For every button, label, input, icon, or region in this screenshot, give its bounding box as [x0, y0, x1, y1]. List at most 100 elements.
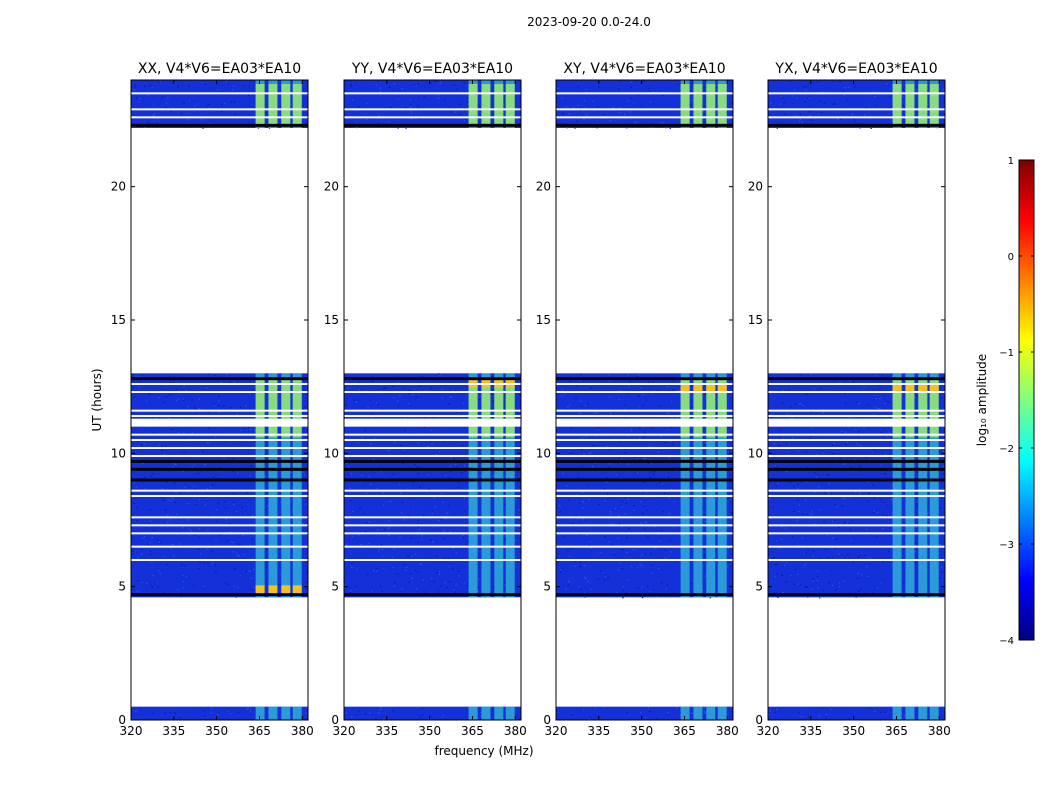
flag-line-white — [768, 524, 945, 527]
flag-line-white — [768, 391, 945, 393]
y-tick-label: 10 — [536, 446, 551, 460]
x-tick-label: 380 — [928, 724, 951, 738]
colorbar-tick-label: −1 — [999, 348, 1014, 359]
flag-line-black — [768, 377, 945, 381]
flag-line-black — [131, 467, 308, 471]
colorbar: 1 0 −1 −2 −3 −4 — [999, 156, 1035, 647]
y-tick-label: 5 — [543, 580, 551, 594]
rfi-channel — [292, 373, 302, 598]
flag-line-white — [344, 495, 521, 497]
flag-line-black — [556, 467, 733, 471]
flag-line-white — [131, 409, 308, 412]
flag-line-white — [131, 516, 308, 519]
x-tick-label: 320 — [333, 724, 356, 738]
flag-line-black — [344, 593, 521, 597]
flag-line-white — [768, 532, 945, 535]
flag-band-white — [344, 418, 521, 427]
panel-title: XX, V4*V6=EA03*EA10 — [138, 61, 301, 77]
colorbar-tick-label: 1 — [1008, 156, 1014, 167]
flag-line-white — [768, 495, 945, 497]
rfi-peak — [892, 385, 902, 394]
rfi-peak — [717, 385, 727, 394]
rfi-channel — [292, 706, 302, 720]
rfi-peak — [268, 585, 278, 594]
flag-line-white — [768, 489, 945, 492]
flag-band-white — [131, 418, 308, 427]
x-tick-label: 350 — [418, 724, 441, 738]
rfi-channel — [281, 373, 291, 598]
x-tick-label: 380 — [291, 724, 314, 738]
rfi-channel — [468, 373, 478, 598]
rfi-burst — [268, 84, 278, 126]
rfi-burst — [929, 377, 939, 438]
flag-line-white — [344, 415, 521, 417]
flag-line-white — [344, 108, 521, 111]
flag-line-black — [556, 123, 733, 127]
rfi-channel — [481, 373, 491, 598]
rfi-burst — [481, 377, 491, 438]
flag-line-black — [344, 478, 521, 482]
rfi-channel — [929, 706, 939, 720]
flag-line-white — [768, 415, 945, 417]
rfi-burst — [918, 84, 928, 126]
flag-line-white — [556, 559, 733, 561]
rfi-channel — [481, 706, 491, 720]
y-tick-label: 0 — [543, 713, 551, 727]
flag-line-white — [344, 391, 521, 393]
colorbar-gradient — [1018, 159, 1035, 641]
panel-title: XY, V4*V6=EA03*EA10 — [563, 61, 725, 77]
rfi-channel — [255, 373, 265, 598]
flag-line-white — [556, 116, 733, 119]
flag-line-white — [556, 447, 733, 449]
flag-line-white — [768, 447, 945, 449]
y-axis-label: UT (hours) — [90, 368, 104, 431]
x-tick-label: 320 — [120, 724, 143, 738]
flag-line-white — [344, 455, 521, 457]
flag-line-black — [768, 593, 945, 597]
flag-line-white — [131, 391, 308, 393]
figure-title: 2023-09-20 0.0-24.0 — [527, 15, 651, 29]
flag-line-white — [556, 92, 733, 95]
flag-line-white — [768, 409, 945, 412]
flag-line-white — [768, 439, 945, 441]
rfi-burst — [717, 377, 727, 438]
rfi-channel — [268, 706, 278, 720]
colorbar-tick-label: −4 — [999, 636, 1014, 647]
flag-line-white — [344, 559, 521, 561]
rfi-burst — [706, 84, 716, 126]
flag-line-white — [768, 455, 945, 457]
flag-line-white — [131, 383, 308, 385]
flag-line-black — [768, 123, 945, 127]
rfi-burst — [468, 377, 478, 438]
rfi-burst — [255, 377, 265, 438]
x-tick-label: 320 — [757, 724, 780, 738]
data-segment — [556, 80, 733, 128]
panel-frame — [555, 79, 734, 721]
flag-line-white — [556, 489, 733, 492]
x-tick-label: 335 — [799, 724, 822, 738]
flag-line-white — [768, 116, 945, 119]
rfi-burst — [292, 84, 302, 126]
x-tick-label: 365 — [461, 724, 484, 738]
flag-line-white — [556, 532, 733, 535]
flag-line-white — [131, 455, 308, 457]
flag-line-white — [556, 545, 733, 548]
flag-band-white — [768, 418, 945, 427]
flag-line-white — [344, 516, 521, 519]
flag-line-black — [131, 593, 308, 597]
flag-line-white — [344, 532, 521, 535]
y-tick-label: 20 — [111, 180, 126, 194]
rfi-channel — [693, 706, 703, 720]
rfi-peak — [255, 585, 265, 594]
panel-frame — [767, 79, 946, 721]
flag-line-black — [344, 459, 521, 463]
rfi-burst — [281, 84, 291, 126]
rfi-channel — [918, 373, 928, 598]
x-axis-label: frequency (MHz) — [434, 744, 533, 758]
flag-line-white — [131, 92, 308, 95]
flag-line-white — [344, 409, 521, 412]
rfi-peak — [929, 385, 939, 394]
flag-line-white — [344, 447, 521, 449]
flag-line-white — [768, 545, 945, 548]
